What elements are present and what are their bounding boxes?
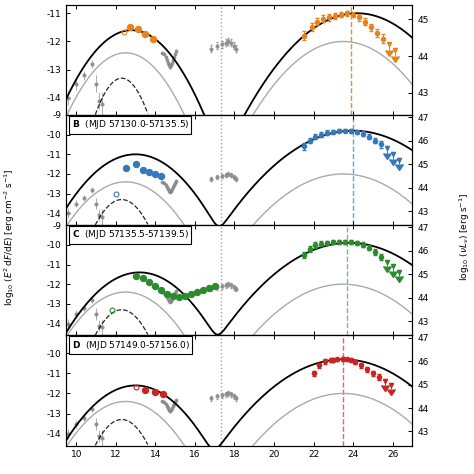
Text: $\log_{10}\,(E^2\,\mathrm{d}F/\mathrm{d}E)\;[\mathrm{erg\;cm^{-2}\;s^{-1}}]$: $\log_{10}\,(E^2\,\mathrm{d}F/\mathrm{d}… xyxy=(2,168,17,306)
Text: $\log_{10}\,(\nu L_{\nu})\;[\mathrm{erg\;s^{-1}}]$: $\log_{10}\,(\nu L_{\nu})\;[\mathrm{erg\… xyxy=(457,193,472,281)
Text: $\bf{D}$  (MJD 57149.0-57156.0): $\bf{D}$ (MJD 57149.0-57156.0) xyxy=(72,338,190,352)
Text: $\bf{B}$  (MJD 57130.0-57135.5): $\bf{B}$ (MJD 57130.0-57135.5) xyxy=(72,118,189,131)
Text: $\bf{C}$  (MJD 57135.5-57139.5): $\bf{C}$ (MJD 57135.5-57139.5) xyxy=(72,228,189,241)
